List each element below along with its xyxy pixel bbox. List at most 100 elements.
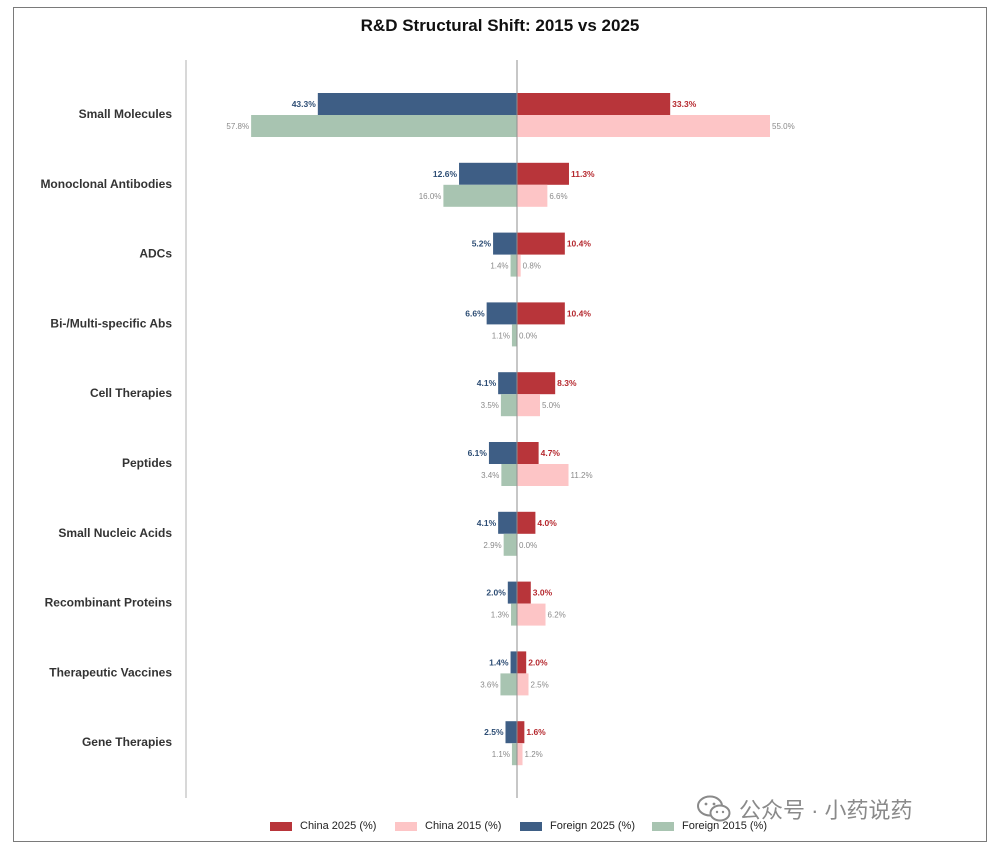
data-label-foreign-2025: 1.4% <box>489 657 509 667</box>
bar-china-2025 <box>517 372 556 395</box>
category-label: Peptides <box>122 456 172 470</box>
bar-foreign-2025 <box>459 162 517 185</box>
bar-china-2015 <box>517 743 523 766</box>
data-label-china-2015: 0.8% <box>523 262 541 271</box>
data-label-china-2025: 33.3% <box>672 99 697 109</box>
data-label-foreign-2015: 1.1% <box>492 331 510 340</box>
bar-foreign-2015 <box>511 324 517 347</box>
data-label-foreign-2015: 1.3% <box>491 611 509 620</box>
legend-swatch-foreign-2025 <box>520 821 542 831</box>
watermark-text: 公众号 · 小药说药 <box>739 798 913 823</box>
legend-label-foreign-2025: Foreign 2025 (%) <box>550 820 635 832</box>
legend-item-china-2025: China 2025 (%) <box>270 820 376 832</box>
category-label: ADCs <box>139 247 172 261</box>
data-label-foreign-2025: 6.6% <box>465 308 485 318</box>
data-label-china-2025: 4.7% <box>541 448 561 458</box>
legend-label-china-2025: China 2025 (%) <box>300 820 377 832</box>
data-label-china-2015: 55.0% <box>772 122 795 131</box>
data-label-china-2025: 8.3% <box>557 378 577 388</box>
data-label-china-2025: 10.4% <box>567 239 592 249</box>
legend: China 2025 (%) China 2015 (%) Foreign 20… <box>0 820 1000 836</box>
data-label-foreign-2025: 6.1% <box>468 448 488 458</box>
bar-foreign-2025 <box>498 511 517 534</box>
data-label-china-2015: 0.0% <box>519 541 537 550</box>
bar-foreign-2015 <box>251 115 517 137</box>
data-label-china-2025: 2.0% <box>528 657 548 667</box>
data-label-china-2025: 11.3% <box>571 169 595 179</box>
bar-foreign-2015 <box>503 533 517 556</box>
data-label-foreign-2025: 2.0% <box>486 588 506 598</box>
data-label-china-2025: 3.0% <box>533 588 553 598</box>
data-label-china-2015: 0.0% <box>519 331 537 340</box>
bar-foreign-2015 <box>500 394 517 417</box>
bar-foreign-2015 <box>443 184 517 207</box>
bar-foreign-2025 <box>507 581 517 604</box>
bar-china-2025 <box>517 162 569 185</box>
wechat-icon <box>697 795 731 822</box>
bar-foreign-2015 <box>500 673 517 696</box>
bar-china-2015 <box>517 673 529 696</box>
bar-china-2025 <box>517 232 565 255</box>
data-label-foreign-2025: 5.2% <box>472 239 492 249</box>
chart-frame <box>13 7 987 842</box>
bar-china-2015 <box>517 603 546 626</box>
data-label-foreign-2025: 4.1% <box>477 518 497 528</box>
data-label-foreign-2015: 3.6% <box>480 680 498 689</box>
data-label-china-2015: 6.6% <box>549 192 567 201</box>
bar-china-2025 <box>517 651 527 674</box>
data-label-foreign-2015: 3.4% <box>481 471 499 480</box>
bar-china-2015 <box>517 394 540 417</box>
bar-china-2025 <box>517 581 531 604</box>
data-label-foreign-2015: 3.5% <box>481 401 499 410</box>
data-label-china-2025: 10.4% <box>567 308 592 318</box>
category-label: Recombinant Proteins <box>45 596 173 610</box>
bar-foreign-2025 <box>486 302 517 325</box>
bar-foreign-2025 <box>493 232 517 255</box>
chart-title: R&D Structural Shift: 2015 vs 2025 <box>360 16 640 35</box>
data-label-china-2015: 11.2% <box>571 471 593 480</box>
data-label-china-2025: 4.0% <box>537 518 557 528</box>
category-label: Small Molecules <box>79 107 173 121</box>
bar-foreign-2025 <box>510 651 517 674</box>
legend-item-foreign-2025: Foreign 2025 (%) <box>520 820 635 832</box>
watermark: 公众号 · 小药说药 <box>697 793 913 825</box>
legend-label-china-2015: China 2015 (%) <box>425 820 502 832</box>
legend-label-foreign-2015: Foreign 2015 (%) <box>682 820 767 832</box>
category-label: Small Nucleic Acids <box>58 526 172 540</box>
bar-china-2015 <box>517 254 521 277</box>
data-label-foreign-2015: 57.8% <box>226 122 249 131</box>
data-label-china-2015: 2.5% <box>531 680 549 689</box>
category-label: Cell Therapies <box>90 386 172 400</box>
bar-china-2025 <box>517 302 565 325</box>
bar-china-2015 <box>517 115 770 137</box>
data-label-foreign-2015: 1.4% <box>490 262 508 271</box>
bar-foreign-2025 <box>488 442 517 464</box>
bar-foreign-2015 <box>510 254 517 277</box>
data-label-foreign-2015: 1.1% <box>492 750 510 759</box>
bar-china-2015 <box>517 184 548 207</box>
data-label-foreign-2025: 2.5% <box>484 727 504 737</box>
legend-item-china-2015: China 2015 (%) <box>395 820 501 832</box>
data-label-china-2015: 5.0% <box>542 401 560 410</box>
bar-foreign-2015 <box>511 743 517 766</box>
data-label-china-2015: 1.2% <box>525 750 543 759</box>
legend-swatch-china-2015 <box>395 821 417 831</box>
bar-foreign-2025 <box>317 93 517 115</box>
bar-foreign-2015 <box>511 603 517 626</box>
bar-china-2025 <box>517 442 539 464</box>
bar-china-2015 <box>517 464 569 486</box>
data-label-foreign-2025: 12.6% <box>433 169 458 179</box>
data-label-foreign-2015: 16.0% <box>419 192 442 201</box>
data-label-foreign-2025: 4.1% <box>477 378 497 388</box>
data-label-china-2025: 1.6% <box>526 727 546 737</box>
category-label: Monoclonal Antibodies <box>40 177 172 191</box>
category-label: Gene Therapies <box>82 735 172 749</box>
bar-china-2025 <box>517 511 536 534</box>
legend-item-foreign-2015: Foreign 2015 (%) <box>652 820 767 832</box>
category-label: Bi-/Multi-specific Abs <box>50 316 172 330</box>
legend-swatch-china-2025 <box>270 821 292 831</box>
bar-china-2025 <box>517 93 671 115</box>
bar-china-2025 <box>517 721 525 744</box>
data-label-china-2015: 6.2% <box>548 611 566 620</box>
